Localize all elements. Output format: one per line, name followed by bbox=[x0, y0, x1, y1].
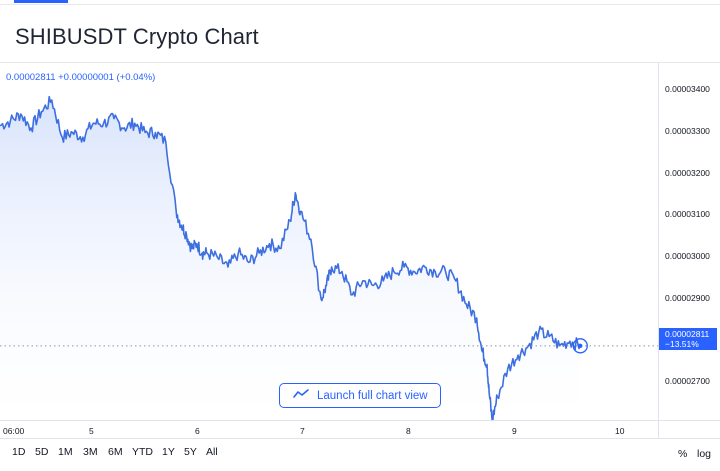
y-tick-label: 0.00003100 bbox=[665, 209, 710, 219]
current-price-change: −13.51% bbox=[665, 339, 699, 349]
percent-scale-toggle[interactable]: % bbox=[678, 448, 688, 460]
price-axis-divider bbox=[658, 63, 659, 438]
time-axis-divider bbox=[0, 420, 720, 421]
active-tab-indicator bbox=[14, 0, 68, 3]
current-price-dot bbox=[578, 343, 583, 349]
current-price-value: 0.00002811 bbox=[665, 329, 710, 339]
x-tick-label: 5 bbox=[89, 426, 94, 436]
top-border bbox=[0, 4, 720, 5]
range-1m-button[interactable]: 1M bbox=[58, 446, 73, 458]
launch-full-chart-button[interactable]: Launch full chart view bbox=[279, 383, 441, 408]
range-5y-button[interactable]: 5Y bbox=[184, 446, 197, 458]
time-range-selector: 1D 5D 1M 3M 6M YTD 1Y 5Y All bbox=[0, 446, 720, 464]
price-line bbox=[0, 95, 582, 420]
range-ytd-button[interactable]: YTD bbox=[132, 446, 153, 458]
title-separator bbox=[0, 62, 720, 63]
y-tick-label: 0.00003200 bbox=[665, 168, 710, 178]
current-price-marker bbox=[572, 338, 588, 354]
log-scale-toggle[interactable]: log bbox=[697, 448, 712, 460]
x-tick-label: 8 bbox=[406, 426, 411, 436]
x-tick-label: 06:00 bbox=[3, 426, 25, 436]
y-tick-label: 0.00003400 bbox=[665, 84, 710, 94]
y-tick-label: 0.00002900 bbox=[665, 293, 710, 303]
range-5d-button[interactable]: 5D bbox=[35, 446, 49, 458]
range-bar-divider bbox=[0, 438, 720, 439]
price-area-fill bbox=[0, 96, 581, 420]
range-1d-button[interactable]: 1D bbox=[12, 446, 26, 458]
y-tick-label: 0.00002700 bbox=[665, 376, 710, 386]
range-all-button[interactable]: All bbox=[206, 446, 218, 458]
price-change-label: 0.00002811 +0.00000001 (+0.04%) bbox=[6, 72, 156, 83]
x-tick-label: 10 bbox=[615, 426, 625, 436]
price-chart[interactable] bbox=[0, 63, 658, 420]
x-tick-label: 9 bbox=[512, 426, 517, 436]
y-tick-label: 0.00003000 bbox=[665, 251, 710, 261]
page-title: SHIBUSDT Crypto Chart bbox=[15, 24, 259, 49]
range-1y-button[interactable]: 1Y bbox=[162, 446, 175, 458]
y-tick-label: 0.00003300 bbox=[665, 126, 710, 136]
x-tick-label: 7 bbox=[300, 426, 305, 436]
trend-line-icon bbox=[293, 389, 309, 402]
x-tick-label: 6 bbox=[195, 426, 200, 436]
current-price-tag: 0.00002811 −13.51% bbox=[659, 328, 717, 350]
range-3m-button[interactable]: 3M bbox=[83, 446, 98, 458]
range-6m-button[interactable]: 6M bbox=[108, 446, 123, 458]
launch-full-chart-label: Launch full chart view bbox=[317, 389, 428, 402]
